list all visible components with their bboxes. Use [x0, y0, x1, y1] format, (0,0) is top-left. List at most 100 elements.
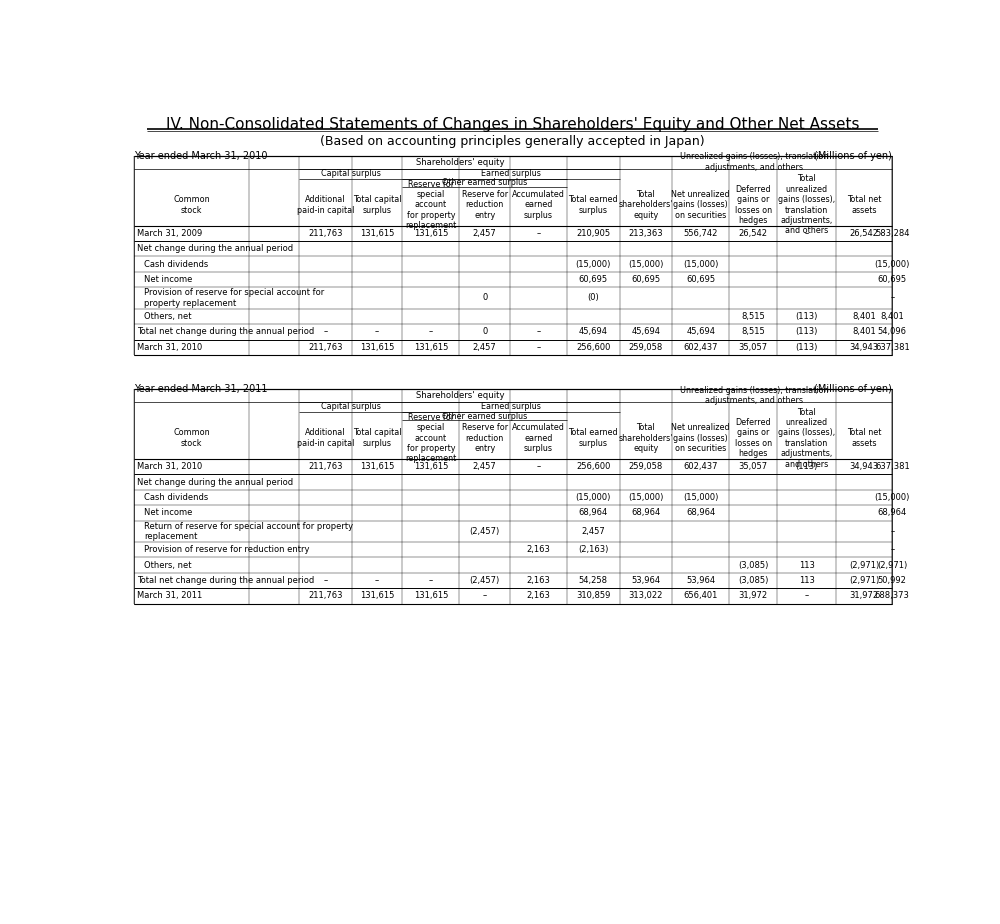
Text: 68,964: 68,964: [579, 508, 608, 517]
Text: March 31, 2010: March 31, 2010: [137, 343, 202, 352]
Text: 0: 0: [482, 294, 487, 302]
Text: (15,000): (15,000): [875, 492, 910, 502]
Text: 45,694: 45,694: [579, 327, 608, 336]
Text: Total net
assets: Total net assets: [847, 195, 881, 214]
Text: 54,258: 54,258: [579, 576, 608, 585]
Text: 211,763: 211,763: [308, 591, 343, 601]
Text: 211,763: 211,763: [308, 229, 343, 237]
Text: March 31, 2009: March 31, 2009: [137, 229, 202, 237]
Text: 2,163: 2,163: [527, 576, 550, 585]
Text: Reserve for
reduction
entry: Reserve for reduction entry: [462, 423, 508, 453]
Text: Shareholders' equity: Shareholders' equity: [416, 391, 505, 400]
Text: Year ended March 31, 2010: Year ended March 31, 2010: [134, 151, 268, 161]
Text: Cash dividends: Cash dividends: [144, 260, 209, 269]
Text: 8,515: 8,515: [741, 312, 765, 321]
Text: 8,401: 8,401: [852, 312, 876, 321]
Text: Total
unrealized
gains (losses),
translation
adjustments,
and others: Total unrealized gains (losses), transla…: [778, 407, 835, 468]
Text: Total net change during the annual period: Total net change during the annual perio…: [137, 576, 314, 585]
Text: Additional
paid-in capital: Additional paid-in capital: [297, 429, 354, 448]
Text: Total net
assets: Total net assets: [847, 429, 881, 448]
Text: 68,964: 68,964: [878, 508, 907, 517]
Text: Unrealized gains (losses), translation
adjustments, and others: Unrealized gains (losses), translation a…: [680, 152, 828, 172]
Text: (2,971): (2,971): [849, 561, 879, 570]
Text: Provision of reserve for reduction entry: Provision of reserve for reduction entry: [144, 545, 310, 554]
Text: –: –: [375, 327, 379, 336]
Text: Provision of reserve for special account for
property replacement: Provision of reserve for special account…: [144, 288, 325, 308]
Text: 688,373: 688,373: [875, 591, 910, 601]
Text: –: –: [890, 527, 894, 536]
Text: Total capital
surplus: Total capital surplus: [353, 195, 401, 214]
Text: (15,000): (15,000): [628, 260, 663, 269]
Text: 45,694: 45,694: [631, 327, 660, 336]
Text: –: –: [536, 327, 541, 336]
Text: 60,695: 60,695: [686, 275, 715, 284]
Text: (3,085): (3,085): [738, 576, 768, 585]
Text: 34,943: 34,943: [850, 462, 879, 471]
Text: 131,615: 131,615: [360, 591, 394, 601]
Text: Total
shareholders'
equity: Total shareholders' equity: [619, 423, 673, 453]
Text: Year ended March 31, 2011: Year ended March 31, 2011: [134, 384, 268, 395]
Text: (3,085): (3,085): [738, 561, 768, 570]
Text: –: –: [375, 576, 379, 585]
Text: –: –: [536, 343, 541, 352]
Text: –: –: [890, 294, 894, 302]
Text: 131,615: 131,615: [414, 591, 448, 601]
Text: 50,992: 50,992: [878, 576, 907, 585]
Text: –: –: [804, 229, 809, 237]
Text: 8,401: 8,401: [880, 312, 904, 321]
Text: 256,600: 256,600: [576, 343, 611, 352]
Text: (15,000): (15,000): [628, 492, 663, 502]
Text: (2,457): (2,457): [470, 576, 500, 585]
Text: (2,457): (2,457): [470, 527, 500, 536]
Text: Accumulated
earned
surplus: Accumulated earned surplus: [512, 190, 565, 220]
Text: Net unrealized
gains (losses)
on securities: Net unrealized gains (losses) on securit…: [671, 423, 730, 453]
Text: 60,695: 60,695: [878, 275, 907, 284]
Text: 60,695: 60,695: [631, 275, 660, 284]
Text: 583,284: 583,284: [875, 229, 910, 237]
Text: 556,742: 556,742: [683, 229, 718, 237]
Text: 256,600: 256,600: [576, 462, 611, 471]
Text: Net change during the annual period: Net change during the annual period: [137, 244, 293, 253]
Text: Earned surplus: Earned surplus: [481, 403, 541, 411]
Text: (113): (113): [795, 343, 818, 352]
Text: 259,058: 259,058: [629, 462, 663, 471]
Text: (15,000): (15,000): [683, 492, 718, 502]
Text: 656,401: 656,401: [683, 591, 718, 601]
Text: 313,022: 313,022: [629, 591, 663, 601]
Text: –: –: [536, 462, 541, 471]
Text: 131,615: 131,615: [414, 229, 448, 237]
Text: –: –: [429, 576, 433, 585]
Text: March 31, 2010: March 31, 2010: [137, 462, 202, 471]
Text: 53,964: 53,964: [686, 576, 715, 585]
Text: (15,000): (15,000): [683, 260, 718, 269]
Text: Net change during the annual period: Net change during the annual period: [137, 478, 293, 487]
Text: 113: 113: [799, 576, 815, 585]
Text: 131,615: 131,615: [360, 229, 394, 237]
Text: 2,457: 2,457: [473, 229, 497, 237]
Text: Deferred
gains or
losses on
hedges: Deferred gains or losses on hedges: [735, 185, 772, 225]
Text: IV. Non-Consolidated Statements of Changes in Shareholders' Equity and Other Net: IV. Non-Consolidated Statements of Chang…: [166, 117, 859, 132]
Text: 113: 113: [799, 561, 815, 570]
Text: (2,163): (2,163): [578, 545, 609, 554]
Text: Net unrealized
gains (losses)
on securities: Net unrealized gains (losses) on securit…: [671, 190, 730, 220]
Text: –: –: [429, 327, 433, 336]
Text: Capital surplus: Capital surplus: [321, 169, 381, 178]
Text: Total earned
surplus: Total earned surplus: [569, 195, 618, 214]
Text: Total
unrealized
gains (losses),
translation
adjustments,
and others: Total unrealized gains (losses), transla…: [778, 175, 835, 236]
Text: 54,096: 54,096: [878, 327, 907, 336]
Text: 31,972: 31,972: [739, 591, 768, 601]
Text: 2,457: 2,457: [473, 343, 497, 352]
Text: –: –: [483, 591, 487, 601]
Text: –: –: [536, 229, 541, 237]
Text: 8,401: 8,401: [852, 327, 876, 336]
Text: (2,971): (2,971): [877, 561, 907, 570]
Text: Other earned surplus: Other earned surplus: [442, 178, 527, 188]
Text: Reserve for
special
account
for property
replacement: Reserve for special account for property…: [405, 179, 456, 230]
Text: (Millions of yen): (Millions of yen): [814, 384, 892, 395]
Text: 211,763: 211,763: [308, 343, 343, 352]
Text: March 31, 2011: March 31, 2011: [137, 591, 202, 601]
Text: 31,972: 31,972: [850, 591, 879, 601]
Text: –: –: [890, 545, 894, 554]
Text: Reserve for
reduction
entry: Reserve for reduction entry: [462, 190, 508, 220]
Text: Total earned
surplus: Total earned surplus: [569, 429, 618, 448]
